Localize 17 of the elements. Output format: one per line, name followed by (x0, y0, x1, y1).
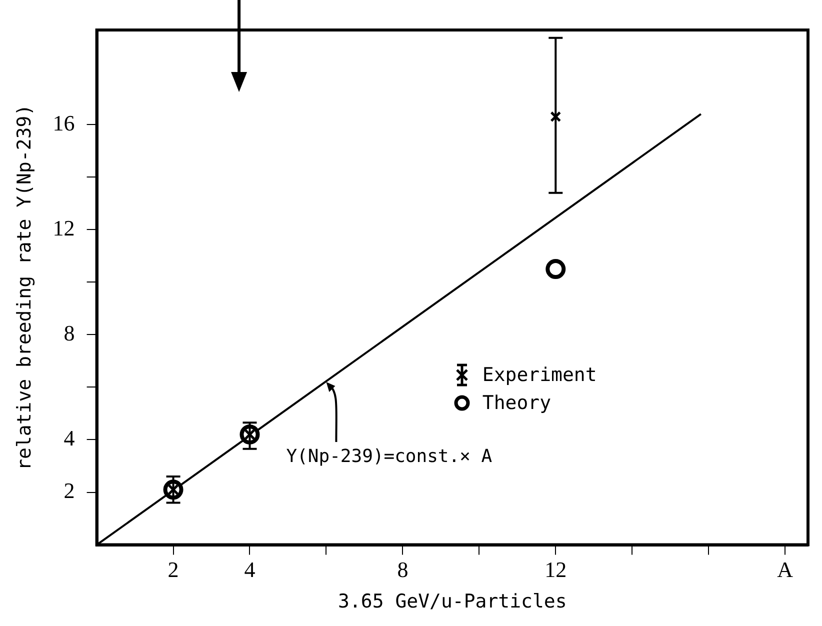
point (550, 111, 562, 122)
x-tick-label: A (777, 556, 794, 582)
x-tick-label: 2 (168, 556, 179, 582)
y-tick-label: 12 (52, 215, 75, 240)
legend-label: Theory (482, 392, 552, 414)
y-tick-label: 2 (64, 478, 75, 504)
y-axis-title: relative breeding rate Y(Np-239) (13, 104, 36, 470)
x-tick-label: 4 (244, 556, 256, 582)
x-axis-title: 3.65 GeV/u-Particles (338, 590, 567, 613)
point (546, 259, 566, 280)
annotation: Y(Np-239)=const.× A (286, 446, 492, 467)
y-tick-label: 16 (52, 110, 75, 136)
x-tick-label: 8 (397, 556, 408, 582)
x-tick-label: 12 (544, 556, 567, 582)
legend-label: Experiment (482, 364, 597, 386)
y-tick-label: 4 (64, 426, 75, 451)
y-tick-label: 8 (64, 320, 75, 346)
